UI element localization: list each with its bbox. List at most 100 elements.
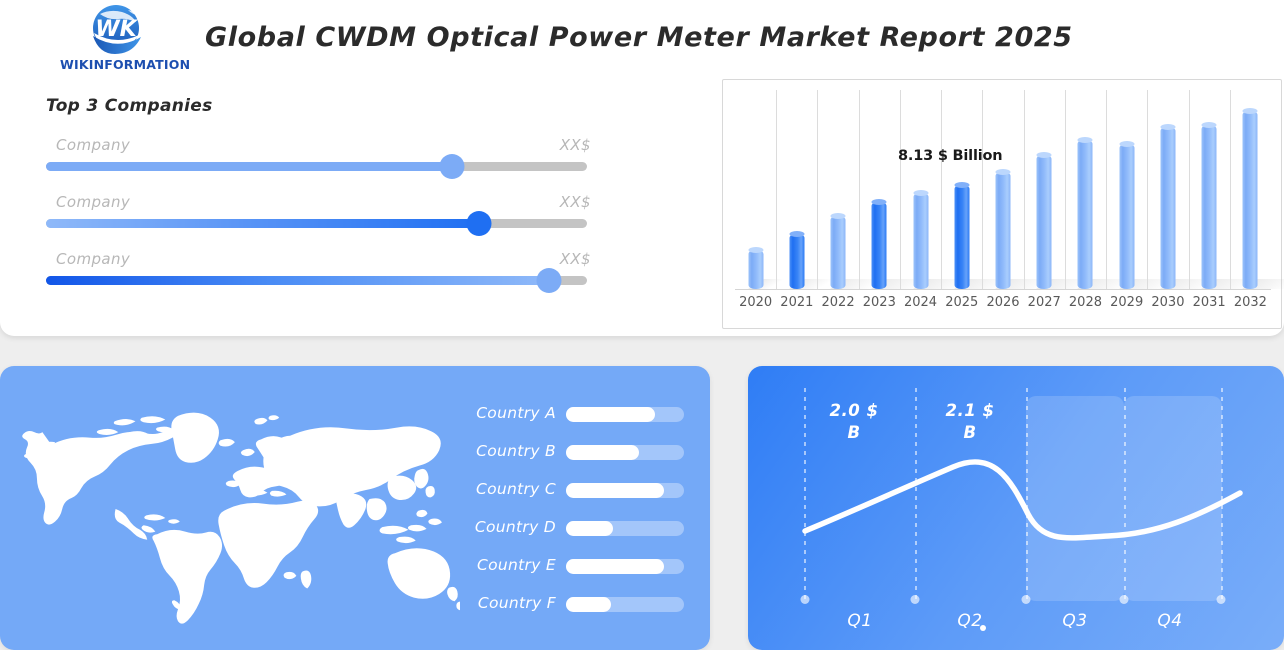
country-share-fill — [566, 445, 640, 460]
country-share-track[interactable] — [566, 521, 684, 536]
logo-wordmark: WIKINFORMATION — [60, 57, 191, 72]
company-slider-row[interactable]: Company XX$ — [46, 136, 591, 193]
country-label: Country D — [474, 518, 556, 536]
slider-track[interactable] — [46, 154, 587, 179]
slider-label-group: Company XX$ — [46, 136, 591, 158]
slider-track[interactable] — [46, 268, 587, 293]
slider-label-group: Company XX$ — [46, 250, 591, 272]
company-slider-row[interactable]: Company XX$ — [46, 250, 591, 307]
chart-gridline — [982, 90, 984, 289]
slider-fill — [46, 219, 479, 228]
bar-2028[interactable] — [1077, 137, 1093, 289]
country-share-track[interactable] — [566, 483, 684, 498]
quarter-highlight-q3 — [1026, 396, 1124, 601]
bar-2032[interactable] — [1242, 107, 1258, 289]
bar-chart-x-axis: 2020 2021 2022 2023 2024 2025 2026 2027 2028 2029… — [735, 295, 1271, 315]
section-title-top-companies: Top 3 Companies — [46, 96, 213, 116]
country-row[interactable]: Country E — [444, 556, 684, 594]
slider-track[interactable] — [46, 211, 587, 236]
slider-fill — [46, 276, 550, 285]
company-name-label: Company — [56, 136, 131, 154]
bar-cap — [1119, 140, 1135, 147]
quarter-gridline — [1221, 388, 1223, 600]
country-label: Country A — [476, 404, 556, 422]
country-row[interactable]: Country A — [444, 404, 684, 442]
chart-gridline — [776, 90, 778, 289]
country-share-fill — [566, 483, 664, 498]
country-label: Country B — [476, 442, 556, 460]
decorative-dot — [980, 625, 986, 631]
country-share-track[interactable] — [566, 445, 684, 460]
bar-body — [830, 215, 846, 289]
bar-cap — [1201, 121, 1217, 128]
country-row[interactable]: Country D — [444, 518, 684, 556]
svg-text:WK: WK — [95, 17, 138, 42]
bar-2025[interactable] — [954, 181, 970, 289]
quarter-highlight-q4 — [1124, 396, 1222, 601]
bar-2020[interactable] — [748, 247, 764, 289]
chart-gridline — [1147, 90, 1149, 289]
country-row[interactable]: Country B — [444, 442, 684, 480]
bar-cap — [830, 212, 846, 219]
quarter-axis-dot — [1216, 595, 1226, 604]
bar-cap — [995, 169, 1011, 176]
bar-2024[interactable] — [913, 189, 929, 289]
quarter-label-q4: Q4 — [1157, 611, 1183, 631]
country-share-track[interactable] — [566, 559, 684, 574]
company-slider-row[interactable]: Company XX$ — [46, 193, 591, 250]
country-share-track[interactable] — [566, 407, 684, 422]
quarter-gridline — [1124, 388, 1126, 600]
slider-knob[interactable] — [439, 154, 465, 179]
bar-2029[interactable] — [1119, 140, 1135, 289]
x-tick-2027: 2027 — [1027, 295, 1061, 310]
bar-body — [789, 233, 805, 289]
trend-line-icon — [802, 459, 1243, 541]
country-share-fill — [566, 521, 614, 536]
bar-2031[interactable] — [1201, 121, 1217, 289]
chart-gridline — [858, 90, 860, 289]
company-value-label: XX$ — [559, 136, 591, 154]
bar-2021[interactable] — [789, 230, 805, 289]
country-share-fill — [566, 597, 611, 612]
country-label: Country F — [477, 594, 556, 612]
slider-label-group: Company XX$ — [46, 193, 591, 215]
chart-gridline — [1106, 90, 1108, 289]
bar-2022[interactable] — [830, 212, 846, 289]
slider-fill — [46, 162, 452, 171]
top-panel: WK WIKINFORMATION Global CWDM Optical Po… — [0, 0, 1284, 336]
world-map-icon — [22, 412, 460, 624]
bar-cap — [913, 189, 929, 196]
quarter-value-line2: B — [963, 423, 977, 442]
bar-body — [1242, 110, 1258, 289]
company-name-label: Company — [56, 250, 131, 268]
company-value-label: XX$ — [559, 250, 591, 268]
x-tick-2029: 2029 — [1110, 295, 1144, 310]
quarter-axis-dot — [1021, 595, 1031, 604]
x-tick-2032: 2032 — [1233, 295, 1267, 310]
quarter-axis-dot — [800, 595, 810, 604]
chart-gridline — [941, 90, 943, 289]
x-tick-2031: 2031 — [1192, 295, 1226, 310]
bar-2026[interactable] — [995, 169, 1011, 289]
country-share-track[interactable] — [566, 597, 684, 612]
country-row[interactable]: Country C — [444, 480, 684, 518]
quarter-value-line1: 2.1 $ — [945, 401, 995, 420]
quarterly-trend-panel: 2.0 $ B 2.1 $ B Q1 Q2 Q3 Q4 — [748, 366, 1284, 650]
quarter-value-q1: 2.0 $ B — [809, 400, 899, 444]
x-tick-2023: 2023 — [862, 295, 896, 310]
slider-knob[interactable] — [536, 268, 562, 293]
country-label: Country E — [477, 556, 556, 574]
bar-cap — [1160, 124, 1176, 131]
country-share-list: Country A Country B Country C Country D Coun… — [444, 404, 684, 632]
slider-knob[interactable] — [466, 211, 492, 236]
country-row[interactable]: Country F — [444, 594, 684, 632]
x-tick-2030: 2030 — [1151, 295, 1185, 310]
bar-2030[interactable] — [1160, 124, 1176, 289]
bar-2023[interactable] — [871, 198, 887, 289]
bar-body — [913, 192, 929, 289]
bar-2027[interactable] — [1036, 152, 1052, 289]
x-tick-2026: 2026 — [986, 295, 1020, 310]
quarter-value-line2: B — [847, 423, 861, 442]
chart-gridline — [1229, 90, 1231, 289]
bar-body — [871, 201, 887, 289]
